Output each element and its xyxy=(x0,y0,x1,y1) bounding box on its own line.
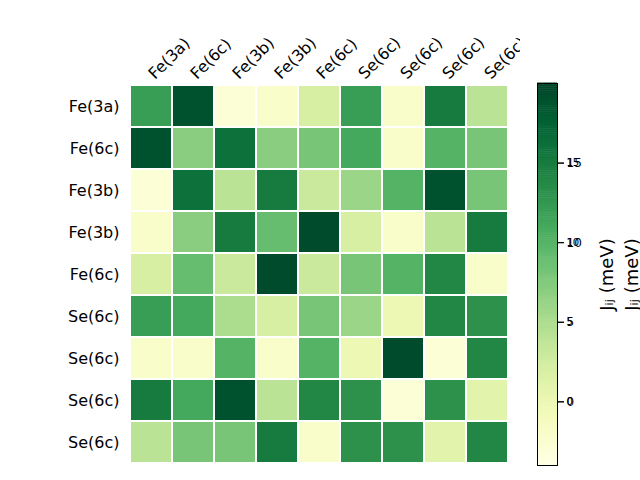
svg-text:Se(6c): Se(6c) xyxy=(439,33,489,83)
svg-text:Fe(3a): Fe(3a) xyxy=(145,34,194,83)
svg-text:0: 0 xyxy=(567,395,575,409)
svg-text:Se(6c): Se(6c) xyxy=(68,433,119,452)
svg-text:Fe(6c): Fe(6c) xyxy=(70,265,120,284)
svg-text:Fe(3b): Fe(3b) xyxy=(271,33,320,82)
svg-text:Se(6c): Se(6c) xyxy=(68,307,119,326)
svg-text:Se(6c): Se(6c) xyxy=(68,391,119,410)
svg-text:Jᵢⱼ (meV): Jᵢⱼ (meV) xyxy=(596,238,617,311)
svg-text:Fe(3a): Fe(3a) xyxy=(69,97,120,116)
svg-text:15: 15 xyxy=(567,156,582,170)
svg-text:10: 10 xyxy=(567,236,582,250)
svg-text:Fe(6c): Fe(6c) xyxy=(313,34,362,83)
svg-text:Se(6c): Se(6c) xyxy=(397,33,447,83)
svg-text:Se(6c): Se(6c) xyxy=(355,33,405,83)
svg-text:Se(6c): Se(6c) xyxy=(481,33,520,83)
svg-text:Fe(6c): Fe(6c) xyxy=(70,139,120,158)
svg-text:Jᵢⱼ (meV): Jᵢⱼ (meV) xyxy=(621,238,640,311)
svg-text:Se(6c): Se(6c) xyxy=(68,349,119,368)
svg-text:Fe(3b): Fe(3b) xyxy=(69,223,120,242)
svg-text:Fe(3b): Fe(3b) xyxy=(69,181,120,200)
svg-text:5: 5 xyxy=(567,315,575,329)
svg-text:Fe(3b): Fe(3b) xyxy=(229,33,278,82)
svg-text:Fe(6c): Fe(6c) xyxy=(187,34,236,83)
